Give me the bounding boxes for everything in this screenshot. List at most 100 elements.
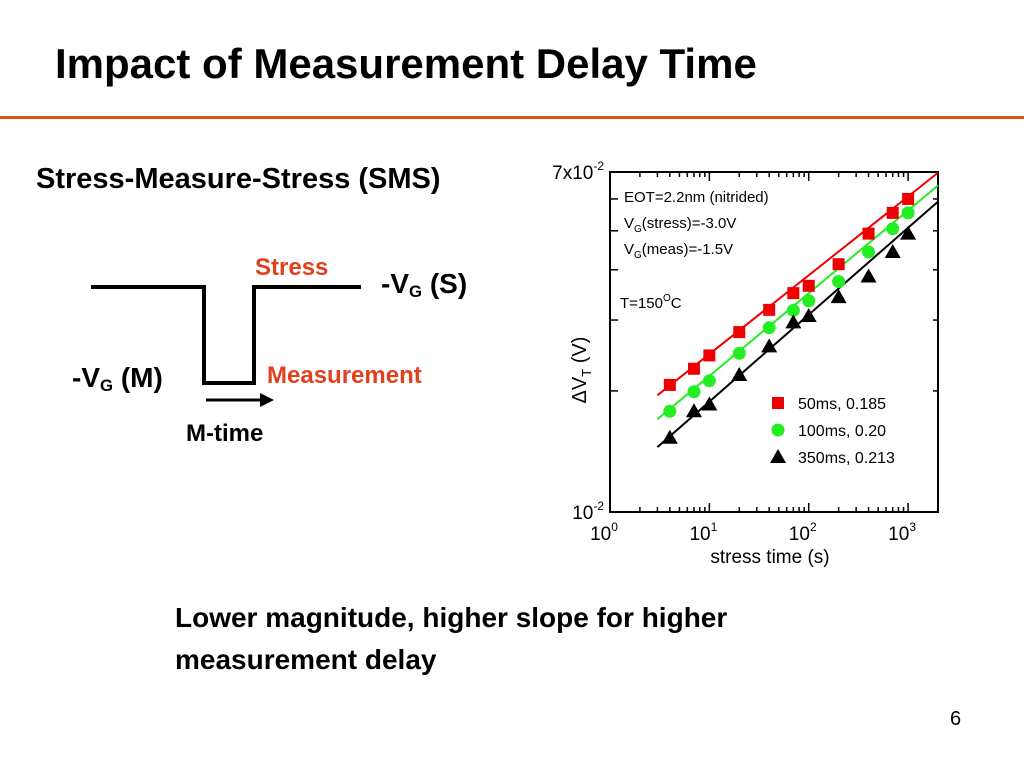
data-point-triangle (884, 243, 901, 258)
vg-meas-sub: G (100, 376, 114, 396)
x-tick-base: 10 (888, 524, 909, 545)
y-axis-label: ΔVT (V) (569, 337, 594, 404)
data-point-circle (786, 303, 800, 317)
annotation-vg-meas: VG(meas)=-1.5V (624, 241, 733, 261)
data-point-triangle (761, 338, 778, 353)
data-point-square (703, 349, 716, 362)
vg-meas-suffix: (M) (113, 362, 163, 393)
fit-line (656, 171, 939, 397)
x-tick-base: 10 (590, 524, 611, 545)
legend-marker-square (772, 397, 784, 409)
conclusion-line-1: Lower magnitude, higher slope for higher (175, 602, 728, 633)
data-point-square (733, 326, 746, 339)
data-point-circle (702, 374, 716, 388)
vg-stress-label: -VG (S) (381, 268, 468, 302)
x-tick-exp: 2 (810, 520, 817, 534)
data-point-triangle (701, 396, 718, 411)
data-point-circle (732, 346, 746, 360)
vg-meas-prefix: -V (72, 362, 100, 393)
y-tick-base: 7x10 (552, 163, 593, 184)
annotation-vg-stress-sub: G (634, 224, 642, 235)
data-point-triangle (830, 289, 847, 304)
annotation-vg-meas-sub: G (634, 250, 642, 261)
annotation-vg-meas-prefix: V (624, 241, 634, 258)
y-tick-label: 7x10-2 (552, 159, 604, 184)
data-point-square (663, 378, 676, 391)
x-axis-label: stress time (s) (710, 547, 829, 568)
data-point-triangle (800, 308, 817, 323)
data-point-triangle (785, 314, 802, 329)
vg-stress-prefix: -V (381, 268, 409, 299)
y-axis-label-prefix: ΔV (569, 376, 591, 403)
annotation-vg-stress: VG(stress)=-3.0V (624, 215, 736, 235)
annotation-temp-sup: O (663, 293, 671, 304)
sms-subtitle: Stress-Measure-Stress (SMS) (36, 163, 441, 195)
legend: 50ms, 0.185 100ms, 0.20 350ms, 0.213 (770, 396, 895, 467)
x-tick-label: 102 (789, 520, 817, 545)
slide-title: Impact of Measurement Delay Time (55, 40, 757, 87)
x-tick-exp: 3 (909, 520, 916, 534)
data-point-circle (802, 294, 816, 308)
annotation-temp-prefix: T=150 (620, 295, 663, 312)
legend-marker-circle (771, 423, 785, 437)
vg-stress-sub: G (409, 282, 423, 302)
data-point-square (802, 279, 815, 292)
x-tick-exp: 1 (711, 520, 718, 534)
data-point-circle (687, 385, 701, 399)
mtime-arrow-head (260, 393, 274, 407)
y-tick-exp: -2 (593, 159, 604, 173)
legend-label: 350ms, 0.213 (798, 450, 895, 467)
x-tick-exp: 0 (611, 520, 618, 534)
x-tick-label: 100 (590, 520, 618, 545)
measurement-label: Measurement (267, 362, 422, 389)
x-tick-label: 101 (689, 520, 717, 545)
axis-ticks (609, 171, 939, 513)
y-axis-label-suffix: (V) (569, 337, 591, 369)
vg-stress-suffix: (S) (422, 268, 468, 299)
title-divider (0, 116, 1024, 119)
annotation-vg-stress-suffix: (stress)=-3.0V (642, 215, 737, 232)
data-point-circle (862, 245, 876, 259)
data-point-square (763, 303, 776, 316)
data-point-circle (901, 206, 915, 220)
data-point-square (862, 227, 875, 240)
data-point-circle (762, 321, 776, 335)
y-tick-exp: -2 (593, 499, 604, 513)
data-point-circle (886, 222, 900, 236)
stress-label: Stress (255, 254, 329, 281)
page-number: 6 (950, 708, 962, 730)
x-tick-base: 10 (689, 524, 710, 545)
legend-label: 50ms, 0.185 (798, 396, 886, 413)
mtime-label: M-time (186, 420, 264, 447)
data-point-triangle (685, 403, 702, 418)
annotation-temperature: T=150OC (620, 293, 682, 312)
legend-label: 100ms, 0.20 (798, 423, 886, 440)
y-tick-label: 10-2 (572, 499, 604, 524)
annotation-vg-meas-suffix: (meas)=-1.5V (642, 241, 733, 258)
legend-marker-triangle (770, 449, 786, 463)
annotation-eot: EOT=2.2nm (nitrided) (624, 189, 769, 206)
data-point-triangle (860, 268, 877, 283)
data-point-square (832, 258, 845, 271)
waveform-line (91, 285, 361, 385)
annotation-temp-suffix: C (671, 295, 682, 312)
annotation-vg-stress-prefix: V (624, 215, 634, 232)
data-point-square (902, 192, 915, 205)
vg-meas-label: -VG (M) (72, 362, 163, 396)
data-point-triangle (661, 429, 678, 444)
x-tick-label: 103 (888, 520, 916, 545)
plot-frame (609, 171, 939, 513)
data-point-circle (832, 275, 846, 289)
data-point-square (687, 362, 700, 375)
data-point-circle (663, 404, 677, 418)
conclusion-text: Lower magnitude, higher slope for higher… (175, 597, 895, 681)
y-tick-base: 10 (572, 503, 593, 524)
data-point-square (886, 206, 899, 219)
conclusion-line-2: measurement delay (175, 644, 437, 675)
data-point-square (787, 287, 800, 300)
data-point-triangle (900, 225, 917, 240)
x-tick-base: 10 (789, 524, 810, 545)
data-points (661, 192, 917, 444)
